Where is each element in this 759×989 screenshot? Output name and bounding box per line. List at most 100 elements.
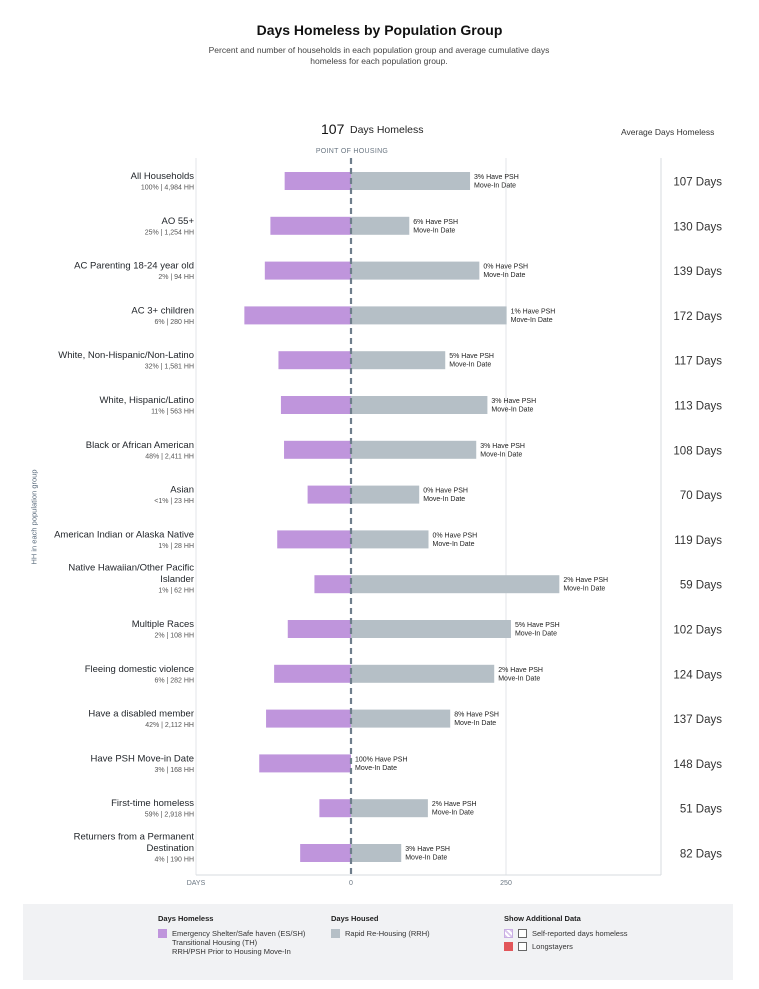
- group-label: First-time homeless: [111, 798, 194, 809]
- legend-homeless-line: RRH/PSH Prior to Housing Move-In: [172, 947, 291, 956]
- housed-bar: [351, 664, 495, 683]
- group-label: White, Non-Hispanic/Non-Latino: [58, 350, 194, 361]
- average-days-value: 51 Days: [680, 804, 722, 816]
- psh-label: 5% Have PSH: [515, 622, 560, 629]
- legend-panel: Days Homeless Emergency Shelter/Safe hav…: [23, 904, 733, 980]
- self-reported-swatch: [504, 929, 513, 938]
- homeless-swatch: [158, 929, 167, 938]
- homeless-bar: [264, 261, 351, 280]
- average-days-value: 107 Days: [673, 177, 722, 189]
- summary-days-value: 107: [321, 121, 345, 137]
- psh-label: 3% Have PSH: [474, 174, 519, 181]
- self-reported-checkbox[interactable]: [518, 929, 527, 938]
- average-days-value: 117 Days: [674, 356, 722, 368]
- psh-label: 0% Have PSH: [423, 488, 468, 495]
- group-label: AO 55+: [162, 216, 195, 227]
- housed-bar: [351, 485, 420, 504]
- legend-homeless-lines: Emergency Shelter/Safe haven (ES/SH) Tra…: [172, 929, 305, 956]
- psh-label-line2: Move-In Date: [491, 407, 533, 414]
- group-count: 4% | 190 HH: [154, 857, 194, 864]
- psh-label: 5% Have PSH: [449, 353, 494, 360]
- housed-bar: [351, 396, 488, 414]
- psh-label-line2: Move-In Date: [515, 631, 557, 638]
- homeless-bar: [287, 620, 351, 638]
- group-label: Black or African American: [86, 440, 194, 451]
- legend-days-housed: Days Housed Rapid Re-Housing (RRH): [331, 914, 430, 942]
- average-days-value: 137 Days: [673, 714, 722, 726]
- average-days-value: 172 Days: [673, 311, 722, 323]
- group-label: White, Hispanic/Latino: [99, 395, 194, 406]
- average-days-value: 124 Days: [673, 669, 722, 681]
- homeless-bar: [300, 844, 351, 862]
- legend-housed-heading: Days Housed: [331, 914, 379, 923]
- legend-housed-item: Rapid Re-Housing (RRH): [331, 929, 430, 938]
- homeless-bar: [319, 799, 351, 818]
- psh-label-line2: Move-In Date: [563, 586, 605, 593]
- psh-label-line2: Move-In Date: [449, 362, 491, 369]
- average-days-value: 70 Days: [680, 490, 722, 502]
- housed-bar: [351, 306, 507, 325]
- psh-label-line2: Move-In Date: [483, 272, 525, 279]
- legend-homeless-heading: Days Homeless: [158, 914, 214, 923]
- x-tick-label: 250: [500, 880, 512, 887]
- psh-label: 0% Have PSH: [483, 264, 528, 271]
- average-days-value: 130 Days: [673, 221, 722, 233]
- group-label: Destination: [146, 843, 194, 854]
- group-label: Fleeing domestic violence: [85, 664, 194, 675]
- psh-label-line2: Move-In Date: [454, 720, 496, 727]
- x-axis-days-label: DAYS: [187, 880, 206, 887]
- legend-homeless-line: Transitional Housing (TH): [172, 938, 258, 947]
- group-label: Islander: [160, 574, 194, 585]
- homeless-bar: [277, 530, 351, 549]
- housed-bar: [351, 172, 471, 190]
- psh-label-line2: Move-In Date: [480, 451, 522, 458]
- housed-bar: [351, 799, 428, 818]
- longstayers-checkbox[interactable]: [518, 942, 527, 951]
- psh-label-line2: Move-In Date: [423, 496, 465, 503]
- average-days-value: 59 Days: [680, 580, 722, 592]
- group-label: Have a disabled member: [88, 709, 194, 720]
- psh-label: 2% Have PSH: [498, 667, 543, 674]
- psh-label-line2: Move-In Date: [405, 855, 447, 862]
- homeless-bar: [280, 396, 351, 414]
- psh-label: 0% Have PSH: [433, 532, 478, 539]
- housed-bar: [351, 440, 477, 459]
- group-label: AC 3+ children: [131, 305, 194, 316]
- longstayers-toggle[interactable]: Longstayers: [504, 942, 627, 951]
- longstayers-swatch: [504, 942, 513, 951]
- group-count: 25% | 1,254 HH: [145, 229, 194, 236]
- legend-housed-label: Rapid Re-Housing (RRH): [345, 929, 430, 938]
- group-count: 1% | 28 HH: [158, 543, 194, 550]
- group-count: 32% | 1,581 HH: [145, 364, 194, 371]
- average-days-value: 102 Days: [673, 625, 722, 637]
- self-reported-toggle[interactable]: Self-reported days homeless: [504, 929, 627, 938]
- point-of-housing-label: POINT OF HOUSING: [315, 148, 389, 155]
- psh-label: 3% Have PSH: [480, 443, 525, 450]
- homeless-bar: [307, 485, 351, 504]
- homeless-bar: [284, 172, 351, 190]
- group-count: 2% | 94 HH: [158, 274, 194, 281]
- psh-label-line2: Move-In Date: [433, 541, 475, 548]
- summary-days-unit: Days Homeless: [350, 124, 424, 136]
- housed-bar: [351, 620, 511, 638]
- group-count: 6% | 282 HH: [154, 677, 194, 684]
- psh-label-line2: Move-In Date: [355, 765, 397, 772]
- group-label: American Indian or Alaska Native: [54, 529, 194, 540]
- homeless-bar: [266, 709, 351, 728]
- group-count: 100% | 4,984 HH: [141, 185, 194, 192]
- group-count: 2% | 108 HH: [154, 633, 194, 640]
- chart-subtitle: Percent and number of households in each…: [208, 45, 550, 66]
- legend-additional-heading: Show Additional Data: [504, 914, 581, 923]
- homeless-bar: [270, 216, 351, 235]
- group-count: <1% | 23 HH: [154, 498, 194, 505]
- psh-label-line2: Move-In Date: [474, 183, 516, 190]
- legend-homeless-line: Emergency Shelter/Safe haven (ES/SH): [172, 929, 306, 938]
- group-count: 59% | 2,918 HH: [145, 812, 194, 819]
- group-label: Multiple Races: [132, 619, 195, 630]
- housed-bar: [351, 261, 480, 280]
- housed-bar: [351, 709, 451, 728]
- homeless-bar: [259, 754, 351, 773]
- psh-label: 1% Have PSH: [511, 308, 556, 315]
- psh-label: 2% Have PSH: [432, 801, 477, 808]
